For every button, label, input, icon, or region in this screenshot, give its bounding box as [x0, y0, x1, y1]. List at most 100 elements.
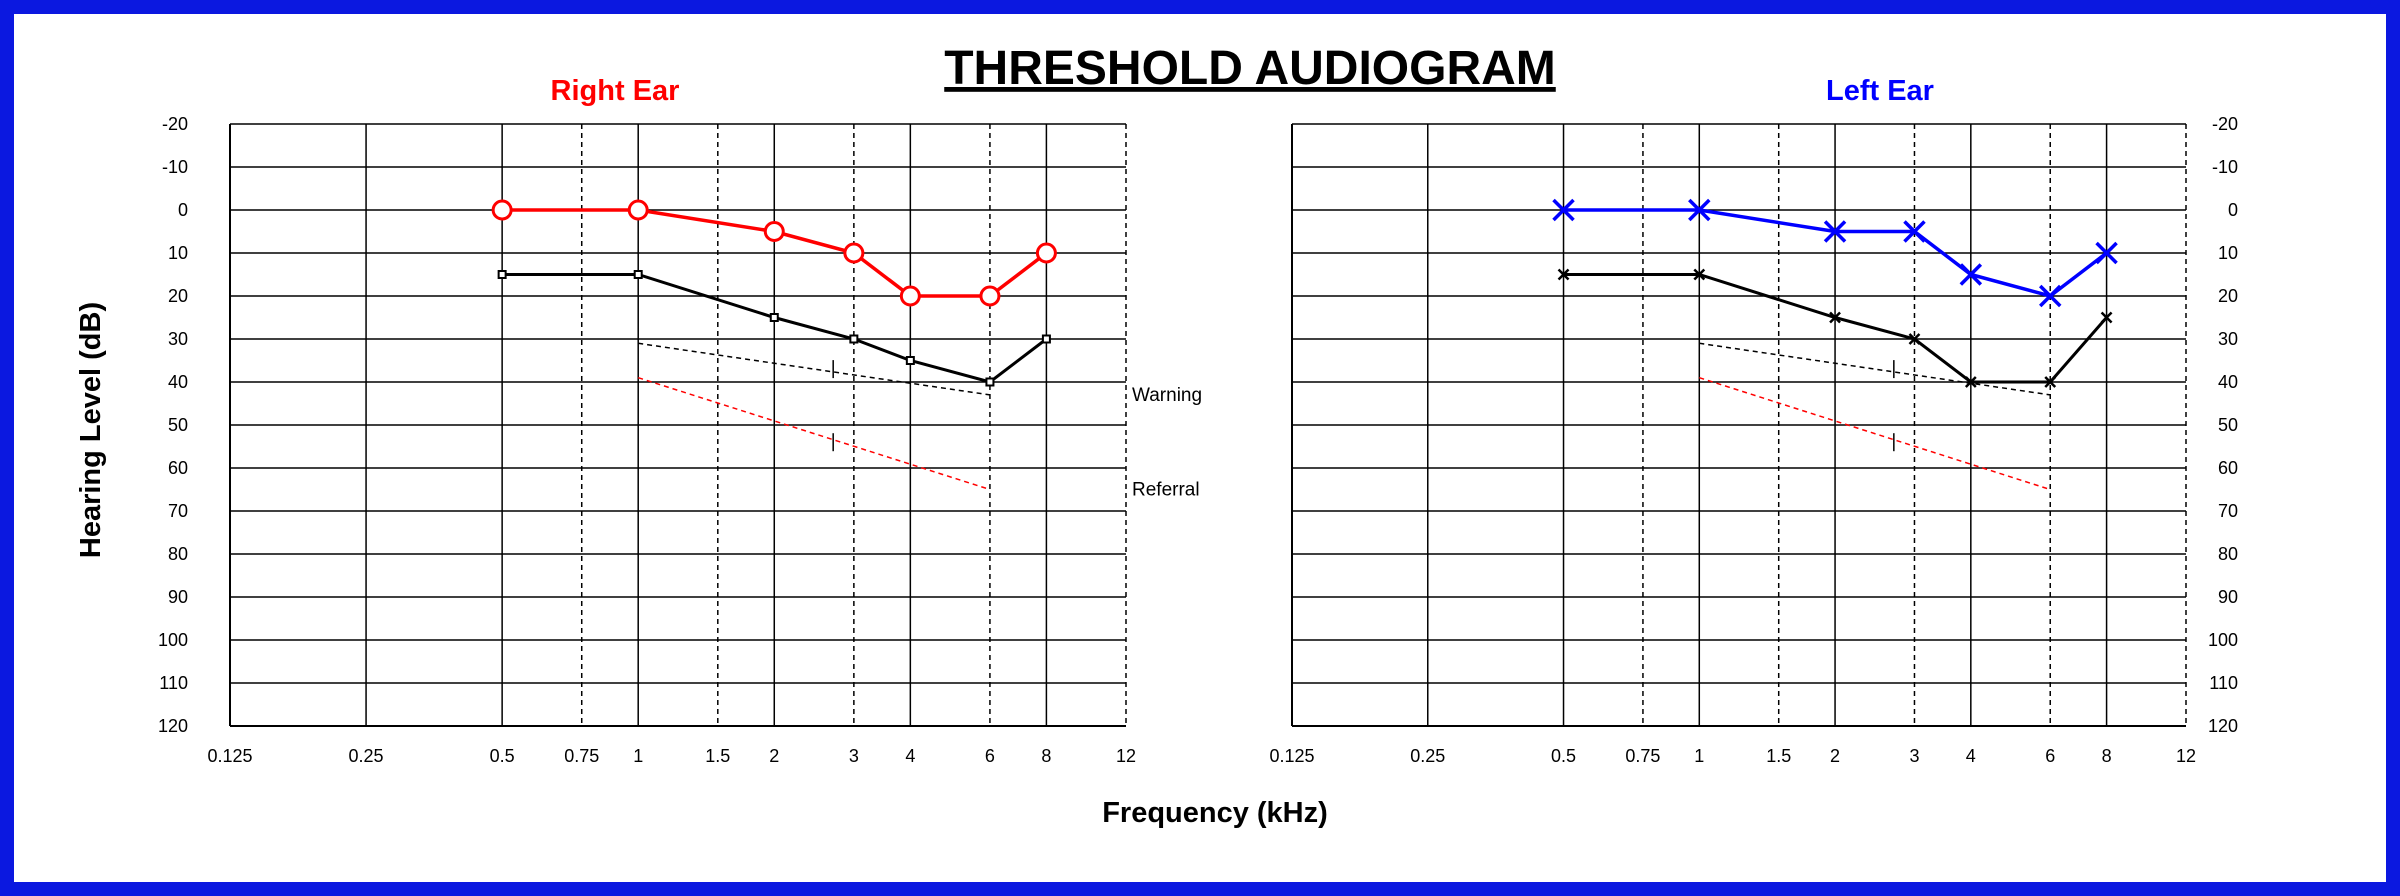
x-tick-label: 0.125 [1269, 746, 1314, 766]
y-tick-label: 90 [168, 587, 188, 607]
x-tick-label: 1.5 [1766, 746, 1791, 766]
data-point-stroke [2100, 311, 2113, 324]
data-point [1693, 268, 1706, 281]
data-point-stroke [1552, 198, 1575, 222]
data-point-stroke [2038, 284, 2062, 308]
data-point-stroke [1557, 268, 1570, 281]
data-point [2095, 241, 2118, 265]
data-point [899, 285, 921, 307]
data-point [2038, 284, 2062, 308]
y-tick-label: 40 [168, 372, 188, 392]
data-point [1959, 263, 1983, 286]
y-tick-label: 80 [168, 544, 188, 564]
data-point [1829, 311, 1841, 324]
x-tick-label: 2 [769, 746, 779, 766]
x-tick-label: 1 [633, 746, 643, 766]
data-point [979, 285, 1001, 307]
x-tick-label: 3 [849, 746, 859, 766]
y-tick-label: 50 [2218, 415, 2238, 435]
y-tick-label: 90 [2218, 587, 2238, 607]
y-tick-label: 20 [168, 286, 188, 306]
data-point [627, 199, 649, 221]
data-point [1688, 198, 1711, 222]
y-axis-label: Hearing Level (dB) [75, 302, 107, 558]
x-tick-label: 8 [1041, 746, 1051, 766]
reference-line [637, 376, 991, 491]
data-point [769, 313, 779, 322]
x-tick-label: 12 [2176, 746, 2196, 766]
y-tick-label: -20 [2212, 114, 2238, 134]
x-tick-label: 0.5 [490, 746, 515, 766]
x-tick-label: 4 [1966, 746, 1976, 766]
y-tick-label: 30 [168, 329, 188, 349]
y-tick-label: 30 [2218, 329, 2238, 349]
ear-label: Left Ear [1826, 75, 1934, 107]
data-point [1035, 242, 1057, 264]
y-tick-label: 10 [2218, 243, 2238, 263]
data-point-stroke [1908, 333, 1921, 345]
panel-left-ear: Left Ear -20 -10 0 10 20 30 40 50 60 70 80 90 100 110 1… [1269, 75, 2238, 766]
y-tick-label: 60 [168, 458, 188, 478]
data-point [1964, 376, 1977, 388]
y-tick-label: 10 [168, 243, 188, 263]
reference-label: Warning [1132, 385, 1202, 406]
x-tick-label: 6 [985, 746, 995, 766]
x-tick-label: 4 [905, 746, 915, 766]
data-point-stroke [2044, 376, 2057, 388]
x-tick-label: 6 [2045, 746, 2055, 766]
data-point [2100, 311, 2113, 324]
y-tick-label: 110 [159, 673, 188, 693]
y-tick-label: 70 [2218, 501, 2238, 521]
y-tick-label: 110 [2209, 673, 2238, 693]
y-tick-label: 0 [2228, 200, 2238, 220]
y-tick-label: 80 [2218, 544, 2238, 564]
reference-label: Referral [1132, 480, 1200, 501]
reference-line [1699, 342, 2051, 396]
data-point-stroke [1823, 220, 1847, 243]
data-point [633, 270, 643, 279]
x-axis-label: Frequency (kHz) [1102, 797, 1328, 829]
x-tick-label: 12 [1116, 746, 1136, 766]
x-tick-label: 2 [1830, 746, 1840, 766]
y-tick-label: 70 [168, 501, 188, 521]
x-tick-label: 0.75 [1625, 746, 1660, 766]
x-tick-label: 0.25 [349, 746, 384, 766]
y-tick-label: 20 [2218, 286, 2238, 306]
data-point-stroke [1903, 220, 1926, 243]
x-tick-label: 0.125 [207, 746, 252, 766]
reference-line [1699, 376, 2051, 491]
y-tick-label: 40 [2218, 372, 2238, 392]
panels: Right Ear-20-100102030405060708090100110… [158, 75, 2238, 766]
data-point-stroke [1829, 311, 1841, 324]
y-tick-label: 100 [158, 630, 188, 650]
data-point [1557, 268, 1570, 281]
data-point [1552, 198, 1575, 222]
data-point [843, 242, 865, 264]
x-tick-label: 0.5 [1551, 746, 1576, 766]
y-tick-label: 0 [178, 200, 188, 220]
data-point [1903, 220, 1926, 243]
y-tick-label: 60 [2218, 458, 2238, 478]
x-tick-label: 1.5 [705, 746, 730, 766]
data-point [491, 199, 513, 221]
y-tick-label: 120 [2208, 716, 2238, 736]
data-point-stroke [2095, 241, 2118, 265]
data-point [497, 270, 507, 279]
data-point-stroke [1693, 268, 1706, 281]
y-tick-label: -20 [162, 114, 188, 134]
y-tick-label: 50 [168, 415, 188, 435]
data-point [1041, 334, 1051, 344]
y-tick-label: -10 [2212, 157, 2238, 177]
data-point [1823, 220, 1847, 243]
data-point [763, 221, 785, 242]
data-point-stroke [1959, 263, 1983, 286]
data-point [849, 334, 859, 344]
x-tick-label: 0.25 [1410, 746, 1445, 766]
y-tick-label: 120 [158, 716, 188, 736]
y-tick-label: 100 [2208, 630, 2238, 650]
data-point-stroke [1964, 376, 1977, 388]
data-point [1908, 333, 1921, 345]
data-point [985, 377, 995, 387]
